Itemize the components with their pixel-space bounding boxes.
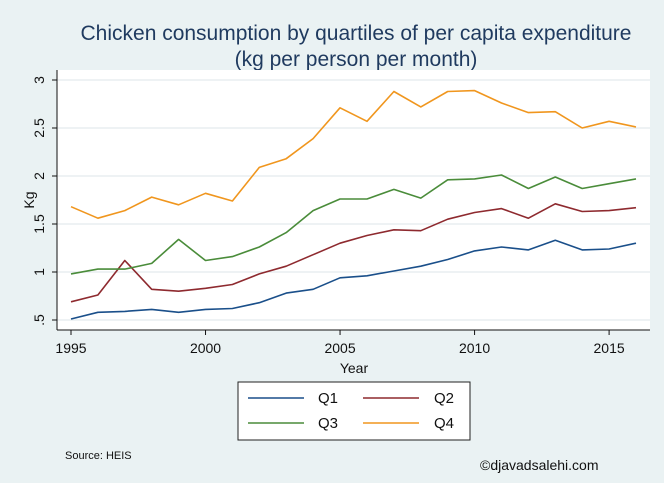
y-tick-labels: .5 1 1.5 2 2.5 3: [31, 76, 47, 326]
x-tick-label: 2015: [594, 340, 625, 356]
y-tick-label: 2.5: [31, 118, 47, 138]
chart-title-line2: (kg per person per month): [235, 48, 478, 71]
series-line-q3: [70, 174, 637, 275]
y-tick-label: .5: [31, 314, 47, 326]
x-tick-label: 2000: [190, 340, 221, 356]
x-axis-label: Year: [340, 360, 369, 376]
x-tick-label: 2010: [459, 340, 490, 356]
grid: [57, 79, 650, 321]
axes: [52, 70, 650, 335]
chart-title-line1: Chicken consumption by quartiles of per …: [81, 22, 632, 45]
y-axis-label: Kg: [21, 191, 37, 208]
legend: Q1 Q2 Q3 Q4: [248, 390, 454, 432]
series-line-q2: [70, 203, 637, 303]
source-note: Source: HEIS: [65, 450, 132, 462]
legend-label-q4: Q4: [434, 415, 454, 432]
legend-label-q1: Q1: [318, 390, 338, 407]
credit-text: ©djavadsalehi.com: [480, 457, 599, 473]
series-line-q1: [70, 239, 637, 320]
x-tick-labels: 1995 2000 2005 2010 2015: [55, 340, 624, 356]
y-tick-label: 1.5: [31, 214, 47, 234]
series-lines: [70, 89, 637, 320]
legend-box: [237, 381, 471, 441]
y-tick-label: 3: [31, 76, 47, 84]
x-tick-label: 1995: [55, 340, 86, 356]
series-line-q4: [70, 89, 637, 219]
legend-label-q2: Q2: [434, 390, 454, 407]
x-tick-label: 2005: [324, 340, 355, 356]
y-tick-label: 1: [31, 268, 47, 276]
plot-area: [57, 70, 650, 330]
legend-label-q3: Q3: [318, 415, 338, 432]
y-tick-label: 2: [31, 172, 47, 180]
